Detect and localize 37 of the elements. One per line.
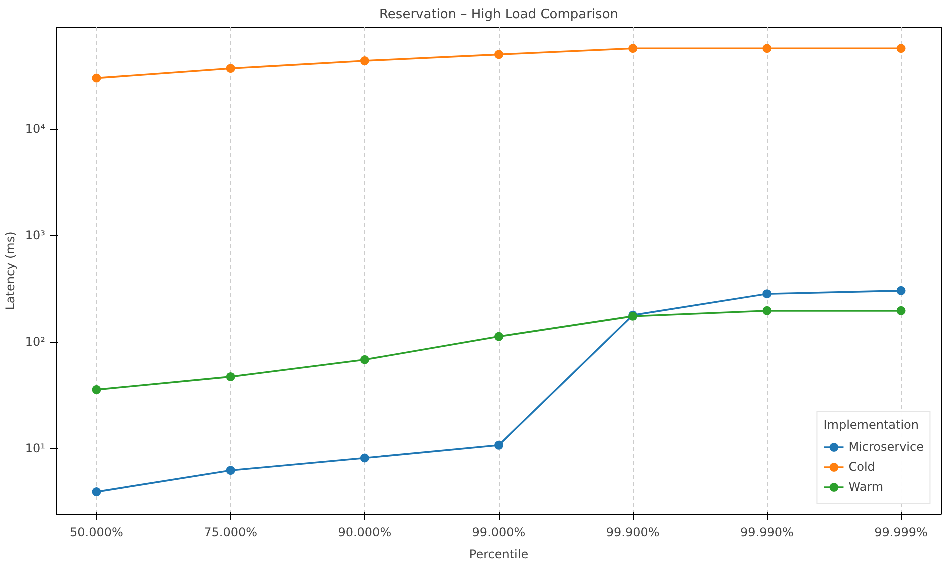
y-axis-title: Latency (ms) (3, 232, 18, 310)
x-tick-label: 99.990% (740, 526, 794, 540)
point (494, 440, 504, 450)
x-axis-title: Percentile (469, 548, 529, 562)
point (360, 355, 370, 364)
legend-label: Warm (848, 480, 884, 494)
point (762, 306, 772, 316)
point (92, 385, 102, 394)
point (92, 488, 102, 497)
x-tick-label: 99.999% (874, 526, 928, 540)
y-tick-label: 10³ (25, 228, 46, 243)
point (226, 466, 236, 476)
point (226, 372, 236, 382)
y-tick-label: 10¹ (25, 442, 46, 456)
chart-title: Reservation – High Load Comparison (379, 8, 619, 22)
point (762, 44, 772, 54)
point (494, 332, 504, 342)
point (896, 306, 906, 316)
x-tick-label: 99.900% (606, 526, 660, 540)
point (494, 50, 504, 60)
point (896, 44, 906, 54)
legend-title: Implementation (824, 418, 920, 432)
point (762, 290, 772, 299)
x-tick-label: 99.000% (472, 526, 526, 540)
y-tick-label: 10⁴ (25, 122, 46, 136)
x-tick-label: 50.000% (70, 526, 124, 540)
point (92, 74, 102, 83)
point (896, 286, 906, 296)
legend-label: Microservice (848, 440, 924, 454)
y-tick-label: 10² (25, 335, 46, 350)
point (226, 64, 236, 74)
x-tick-label: 90.000% (338, 526, 392, 540)
x-tick-label: 75.000% (204, 526, 258, 540)
point (628, 44, 638, 54)
legend-label: Cold (848, 460, 876, 474)
point (360, 56, 370, 66)
point (360, 454, 370, 463)
